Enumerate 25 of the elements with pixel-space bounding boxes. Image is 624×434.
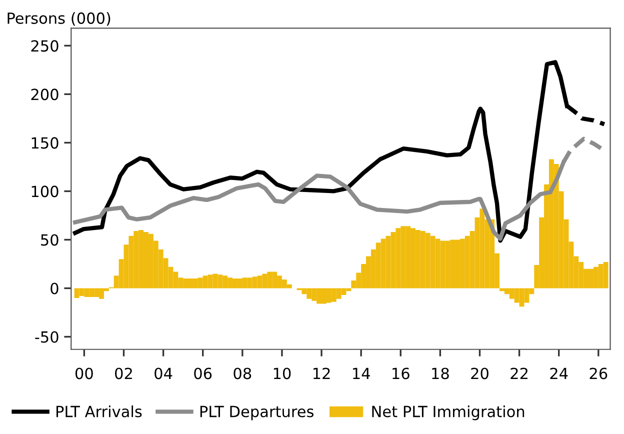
x-tick-label: 08 <box>234 368 252 380</box>
y-tick-label: 150 <box>32 137 58 149</box>
y-tick-label: -50 <box>35 331 58 343</box>
y-tick-label: 100 <box>32 186 58 198</box>
legend-label: PLT Arrivals <box>56 405 142 418</box>
x-tick-label: 02 <box>115 368 132 380</box>
x-tick-label: 22 <box>510 368 528 380</box>
y-axis-title: Persons (000) <box>8 12 110 26</box>
legend-label: PLT Departures <box>200 406 314 420</box>
x-tick-label: 12 <box>313 368 330 380</box>
x-tick-label: 14 <box>353 368 370 380</box>
x-tick-label: 00 <box>75 368 93 380</box>
y-tick-label: 200 <box>31 88 58 100</box>
x-tick-label: 24 <box>550 368 568 380</box>
y-tick-label: 50 <box>41 234 58 246</box>
x-tick-label: 06 <box>194 368 212 380</box>
x-tick-label: 04 <box>154 368 172 380</box>
x-tick-label: 20 <box>471 368 488 380</box>
y-tick-label: 0 <box>50 282 58 294</box>
y-tick-label: 250 <box>31 40 58 52</box>
x-tick-label: 18 <box>432 368 449 380</box>
x-tick-label: 10 <box>274 368 291 380</box>
x-tick-label: 16 <box>392 368 410 380</box>
x-tick-label: 26 <box>590 368 608 380</box>
legend-label: Net PLT Immigration <box>372 405 524 420</box>
